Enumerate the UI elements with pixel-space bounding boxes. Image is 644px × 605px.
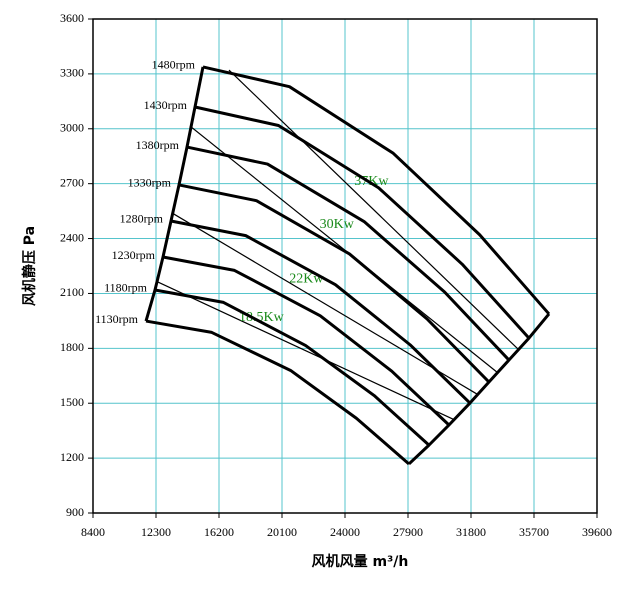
- rpm-curve: [186, 145, 511, 362]
- x-tick-label: 12300: [141, 525, 171, 539]
- power-line: [228, 69, 520, 351]
- boundary-line: [407, 312, 551, 466]
- power-label: 30Kw: [320, 217, 355, 232]
- power-line: [171, 212, 478, 395]
- rpm-curve: [194, 105, 531, 340]
- x-tick-label: 27900: [393, 525, 423, 539]
- rpm-curve: [170, 219, 472, 405]
- boundary-line: [144, 66, 205, 322]
- rpm-label: 1130rpm: [95, 312, 139, 326]
- x-tick-label: 35700: [519, 525, 549, 539]
- x-tick-label: 31800: [456, 525, 486, 539]
- y-tick-label: 1200: [60, 450, 84, 464]
- rpm-label: 1230rpm: [112, 248, 156, 262]
- plot-frame: [92, 18, 598, 514]
- x-tick-label: 24000: [330, 525, 360, 539]
- rpm-label: 1430rpm: [144, 98, 188, 112]
- x-tick-label: 39600: [582, 525, 612, 539]
- x-axis-title: 风机风量 m³/h: [312, 553, 409, 570]
- rpm-label: 1330rpm: [128, 176, 172, 190]
- rpm-label: 1180rpm: [104, 281, 148, 295]
- rpm-curve: [145, 319, 410, 466]
- power-label: 22Kw: [289, 272, 324, 287]
- y-tick-label: 3600: [60, 11, 84, 25]
- x-tick-label: 8400: [81, 525, 105, 539]
- y-tick-label: 2100: [60, 285, 84, 299]
- power-line: [157, 281, 456, 421]
- rpm-curve: [162, 255, 450, 427]
- power-label: 18.5Kw: [239, 310, 285, 325]
- rpm-curve: [202, 65, 551, 315]
- y-tick-label: 1800: [60, 340, 84, 354]
- y-tick-label: 2400: [60, 230, 84, 244]
- rpm-label: 1380rpm: [136, 138, 180, 152]
- rpm-curve: [154, 288, 430, 447]
- rpm-label: 1480rpm: [152, 58, 196, 72]
- y-tick-label: 1500: [60, 395, 84, 409]
- rpm-label: 1280rpm: [120, 212, 164, 226]
- y-axis-title: 风机静压 Pa: [21, 226, 38, 306]
- y-tick-label: 3300: [60, 66, 84, 80]
- y-tick-label: 900: [66, 505, 84, 519]
- rpm-curve: [178, 183, 491, 384]
- x-tick-label: 20100: [267, 525, 297, 539]
- y-tick-label: 2700: [60, 175, 84, 189]
- y-tick-label: 3000: [60, 121, 84, 135]
- x-tick-label: 16200: [204, 525, 234, 539]
